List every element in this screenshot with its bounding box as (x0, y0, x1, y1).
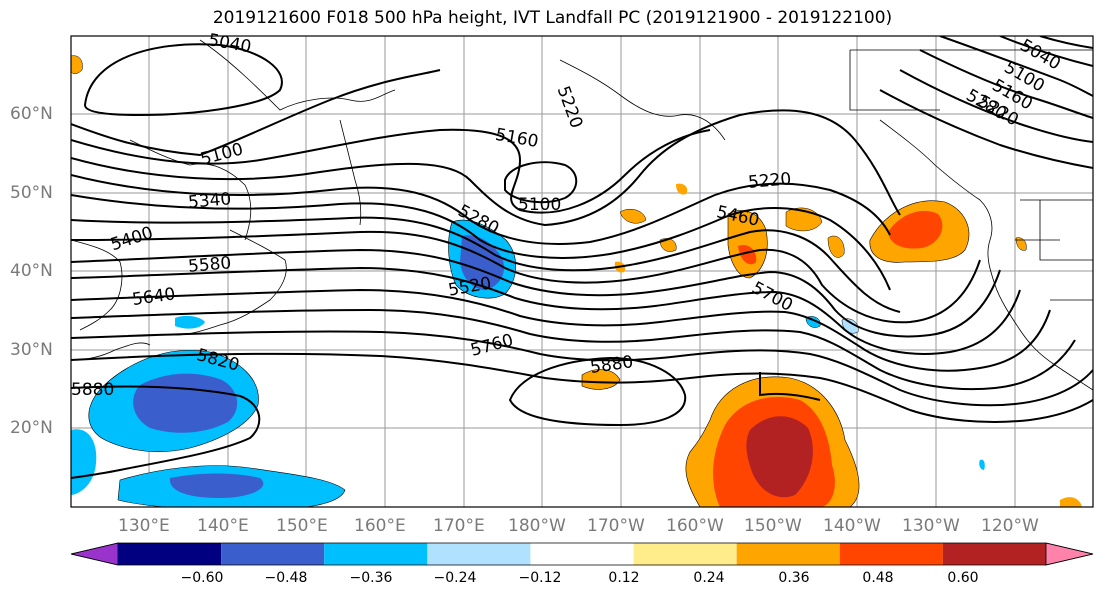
contour-5700 (71, 308, 1076, 391)
lon-label: 130°W (902, 516, 960, 536)
colorbar-segment (324, 543, 428, 565)
lon-label: 150°E (276, 516, 328, 536)
colorbar-tick-label: −0.12 (518, 570, 562, 586)
contour-5460 (71, 230, 981, 324)
colorbar-tick-label: 0.60 (947, 570, 979, 586)
ivt-shading-negative (71, 219, 985, 507)
contour-ne-4 (879, 89, 1093, 169)
positive-blob-subtropic-west (581, 369, 621, 390)
map-title: 2019121600 F018 500 hPa height, IVT Land… (212, 8, 893, 28)
colorbar-extend-high (1045, 542, 1094, 566)
contour-5820 (71, 352, 1093, 423)
lon-label: 160°W (666, 516, 724, 536)
ivt-shading-positive (71, 55, 1082, 507)
contour-5760 (71, 330, 1093, 407)
colorbar-segment (839, 543, 943, 565)
contour-5880-cell (508, 356, 687, 427)
colorbar-segment (530, 543, 634, 565)
colorbar-outline (70, 542, 1094, 566)
colorbar-segment (633, 543, 737, 565)
lon-label: 150°W (744, 516, 802, 536)
colorbar-segment (427, 543, 531, 565)
colorbar-segment (736, 543, 840, 565)
contour-5160-trough (71, 128, 711, 214)
colorbar-segment (118, 543, 222, 565)
colorbar-tick-label: 0.12 (608, 570, 640, 586)
contour-label: 5100 (518, 195, 561, 215)
contour-5220 (71, 109, 901, 227)
colorbar (70, 542, 1094, 566)
lon-label: 130°E (118, 516, 170, 536)
colorbar-tick-label: −0.60 (180, 570, 224, 586)
contour-ne-5 (999, 36, 1093, 67)
contour-5340 (71, 194, 891, 291)
colorbar-tick-label: −0.36 (349, 570, 393, 586)
lon-label: 140°E (197, 516, 249, 536)
map-border (70, 35, 1094, 508)
lon-label: 140°W (823, 516, 881, 536)
contour-ne-6 (1039, 36, 1093, 49)
contour-5520 (71, 248, 1001, 338)
contour-ne-2 (919, 49, 1093, 119)
colorbar-extend-low (70, 542, 119, 566)
contour-ne-1 (939, 36, 1093, 97)
contour-ne-3 (899, 69, 1093, 143)
lat-label: 40°N (10, 261, 53, 281)
lon-label: 120°W (981, 516, 1039, 536)
contour-label: 5580 (187, 253, 232, 277)
colorbar-tick-label: 0.24 (693, 570, 725, 586)
contour-5640 (71, 288, 1051, 372)
lon-label: 170°W (587, 516, 645, 536)
lat-label: 30°N (10, 340, 53, 360)
height-contours (71, 36, 1093, 479)
colorbar-tick-label: 0.48 (862, 570, 894, 586)
contour-5400 (71, 216, 901, 313)
colorbar-segment (942, 543, 1046, 565)
lat-label: 20°N (10, 418, 53, 438)
contour-label: 5880 (71, 380, 114, 400)
contour-5100-north (71, 69, 441, 157)
lon-label: 170°E (433, 516, 485, 536)
lon-label: 180°W (508, 516, 566, 536)
contour-5580 (71, 266, 1021, 355)
contour-5040-loop (83, 43, 283, 117)
colorbar-tick-label: 0.36 (778, 570, 810, 586)
positive-blob-midlat (727, 210, 768, 279)
colorbar-tick-label: −0.48 (264, 570, 308, 586)
coastlines (71, 39, 1093, 391)
contour-5880-south (71, 385, 261, 479)
contour-label: 5220 (747, 169, 792, 193)
colorbar-segment (221, 543, 325, 565)
lat-label: 60°N (10, 104, 53, 124)
lat-label: 50°N (10, 183, 53, 203)
colorbar-tick-label: −0.24 (433, 570, 477, 586)
contour-5100-low (504, 161, 578, 204)
contour-5880-east (759, 372, 821, 401)
contour-label: 5340 (187, 189, 232, 213)
lon-label: 160°E (354, 516, 406, 536)
contour-5280 (71, 174, 891, 245)
